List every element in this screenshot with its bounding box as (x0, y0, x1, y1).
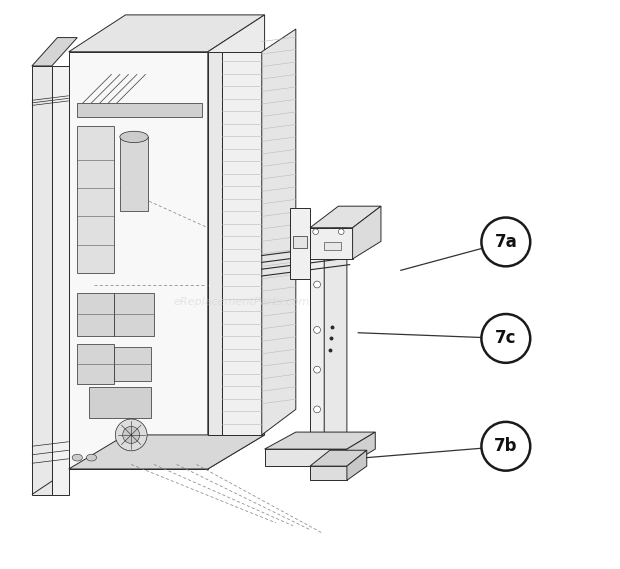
Polygon shape (32, 459, 69, 463)
Polygon shape (32, 96, 69, 100)
Polygon shape (310, 466, 347, 480)
Polygon shape (78, 344, 114, 384)
Polygon shape (347, 432, 375, 466)
Polygon shape (324, 228, 347, 457)
Text: 7a: 7a (495, 233, 517, 251)
Circle shape (314, 366, 321, 373)
Polygon shape (310, 228, 353, 259)
Polygon shape (265, 432, 375, 449)
Polygon shape (89, 387, 151, 418)
Polygon shape (69, 52, 208, 469)
Polygon shape (290, 208, 310, 279)
Ellipse shape (120, 131, 148, 143)
Circle shape (339, 229, 344, 234)
Polygon shape (353, 206, 381, 259)
Polygon shape (32, 101, 69, 105)
Polygon shape (32, 450, 69, 455)
Circle shape (481, 314, 530, 363)
Polygon shape (262, 29, 296, 435)
Polygon shape (310, 248, 324, 457)
Polygon shape (32, 98, 69, 103)
Polygon shape (78, 126, 114, 273)
Circle shape (481, 422, 530, 471)
Circle shape (314, 281, 321, 288)
Polygon shape (347, 450, 367, 480)
Text: 7c: 7c (495, 329, 516, 348)
Polygon shape (324, 242, 341, 250)
Polygon shape (32, 66, 51, 494)
Polygon shape (293, 236, 307, 248)
Polygon shape (32, 477, 58, 494)
Circle shape (314, 327, 321, 333)
Circle shape (115, 419, 147, 451)
Polygon shape (120, 137, 148, 211)
Circle shape (481, 217, 530, 266)
Circle shape (123, 426, 140, 443)
Polygon shape (51, 66, 69, 494)
Polygon shape (310, 450, 367, 466)
Ellipse shape (72, 454, 82, 461)
Polygon shape (310, 206, 381, 228)
Polygon shape (69, 15, 265, 52)
Polygon shape (69, 435, 265, 469)
Polygon shape (78, 103, 202, 117)
Polygon shape (78, 293, 114, 336)
Circle shape (313, 229, 319, 234)
Polygon shape (265, 449, 347, 466)
Polygon shape (208, 52, 222, 435)
Polygon shape (208, 15, 265, 469)
Circle shape (314, 406, 321, 413)
Polygon shape (32, 38, 78, 66)
Polygon shape (114, 293, 154, 336)
Polygon shape (222, 52, 262, 435)
Ellipse shape (86, 454, 97, 461)
Text: eReplacementParts.com: eReplacementParts.com (174, 296, 310, 307)
Polygon shape (114, 347, 151, 381)
Text: 7b: 7b (494, 437, 518, 455)
Polygon shape (310, 228, 347, 248)
Polygon shape (32, 442, 69, 446)
